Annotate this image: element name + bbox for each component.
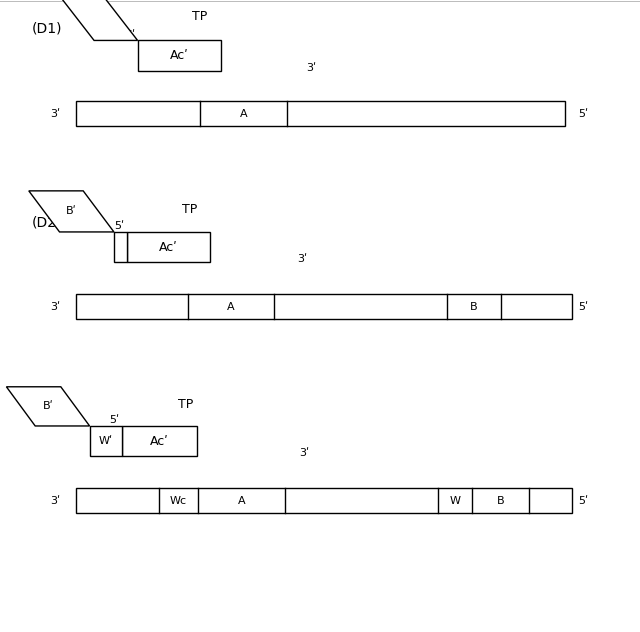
Text: (D2): (D2) bbox=[32, 216, 62, 229]
Text: Bʹ: Bʹ bbox=[43, 401, 53, 411]
Text: 5ʹ: 5ʹ bbox=[125, 30, 135, 40]
Text: Wʹ: Wʹ bbox=[99, 436, 113, 446]
Text: TP: TP bbox=[192, 10, 207, 23]
Bar bbox=[76, 488, 572, 513]
Polygon shape bbox=[29, 191, 114, 232]
Text: 3ʹ: 3ʹ bbox=[306, 63, 316, 73]
Bar bbox=[90, 426, 122, 456]
Text: Wc: Wc bbox=[170, 495, 187, 506]
Text: 3ʹ: 3ʹ bbox=[298, 254, 308, 264]
Bar bbox=[138, 40, 221, 71]
Bar bbox=[122, 426, 197, 456]
Text: W: W bbox=[449, 495, 461, 506]
Text: B: B bbox=[497, 495, 504, 506]
Text: Acʹ: Acʹ bbox=[170, 49, 189, 62]
Text: TP: TP bbox=[178, 398, 193, 411]
Text: (D1): (D1) bbox=[32, 21, 63, 35]
Text: A: A bbox=[238, 495, 245, 506]
Text: 5ʹ: 5ʹ bbox=[109, 415, 119, 425]
Text: B: B bbox=[470, 301, 477, 312]
Text: Acʹ: Acʹ bbox=[150, 435, 169, 447]
Text: A: A bbox=[240, 109, 247, 119]
Text: 5ʹ: 5ʹ bbox=[578, 301, 588, 312]
Bar bbox=[76, 101, 565, 126]
Polygon shape bbox=[6, 387, 90, 426]
Text: 5ʹ: 5ʹ bbox=[578, 495, 588, 506]
Bar bbox=[76, 294, 572, 319]
Text: 3ʹ: 3ʹ bbox=[50, 495, 60, 506]
Text: TP: TP bbox=[182, 203, 198, 216]
Text: Acʹ: Acʹ bbox=[159, 241, 178, 253]
Text: 3ʹ: 3ʹ bbox=[300, 448, 310, 458]
Bar bbox=[127, 232, 210, 262]
Text: 5ʹ: 5ʹ bbox=[578, 109, 588, 119]
Text: 3ʹ: 3ʹ bbox=[50, 109, 60, 119]
Text: 3ʹ: 3ʹ bbox=[50, 301, 60, 312]
Text: Bʹ: Bʹ bbox=[66, 207, 77, 216]
Text: 5ʹ: 5ʹ bbox=[114, 221, 124, 231]
Text: A: A bbox=[227, 301, 234, 312]
Bar bbox=[114, 232, 127, 262]
Text: (D3): (D3) bbox=[32, 410, 62, 424]
Polygon shape bbox=[61, 0, 138, 40]
